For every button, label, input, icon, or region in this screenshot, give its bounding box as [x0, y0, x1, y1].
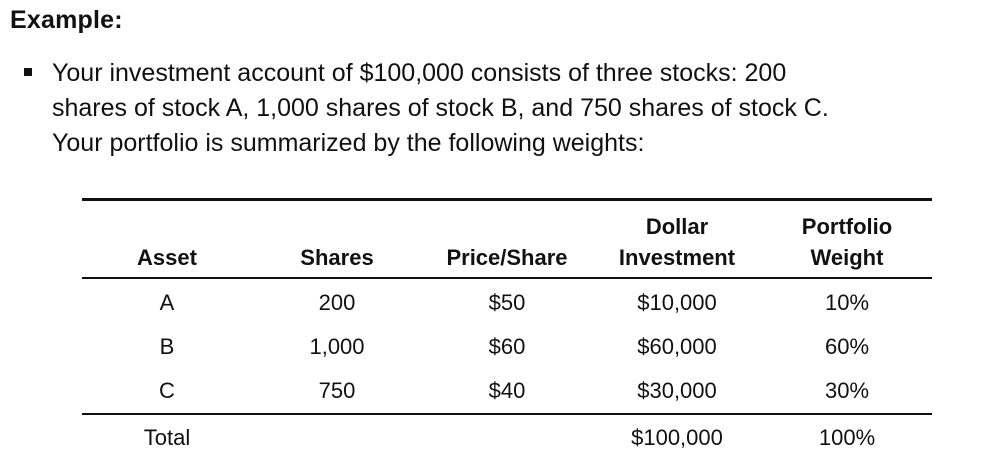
table-row: C 750 $40 $30,000 30% [82, 369, 932, 414]
cell-weight: 30% [824, 378, 870, 403]
header-shares: Shares [252, 198, 422, 279]
table-header-row: Asset Shares Price/Share Dollar Investme… [82, 198, 932, 279]
cell-total-shares [252, 413, 422, 461]
cell-price: $60 [488, 334, 526, 359]
cell-asset: A [159, 290, 175, 315]
table-row: A 200 $50 $10,000 10% [82, 278, 932, 325]
cell-shares: 1,000 [309, 334, 365, 359]
cell-asset: C [159, 378, 175, 403]
header-portfolio-weight: Portfolio Weight [762, 198, 932, 279]
cell-total-weight: 100% [762, 413, 932, 461]
cell-investment: $10,000 [637, 290, 717, 315]
header-price-per-share: Price/Share [422, 198, 592, 279]
cell-total-label: Total [82, 413, 252, 461]
header-investment-line1: Dollar [645, 214, 709, 239]
cell-shares: 750 [318, 378, 356, 403]
bullet-text: Your investment account of $100,000 cons… [52, 56, 982, 161]
cell-weight: 60% [824, 334, 870, 359]
header-dollar-investment: Dollar Investment [592, 198, 762, 279]
cell-weight: 10% [824, 290, 870, 315]
header-investment-line2: Investment [618, 245, 736, 270]
portfolio-weights-table: Asset Shares Price/Share Dollar Investme… [82, 198, 932, 461]
cell-investment: $60,000 [637, 334, 717, 359]
cell-price: $40 [488, 378, 526, 403]
header-asset: Asset [82, 198, 252, 279]
example-heading: Example: [10, 6, 123, 34]
square-bullet-icon [24, 68, 32, 76]
bullet-line-3: Your portfolio is summarized by the foll… [52, 129, 645, 157]
header-shares-line2: Shares [300, 245, 374, 270]
cell-shares: 200 [318, 290, 356, 315]
header-weight-line2: Weight [810, 245, 884, 270]
bullet-line-2: shares of stock A, 1,000 shares of stock… [52, 94, 829, 122]
cell-price: $50 [488, 290, 526, 315]
header-asset-line2: Asset [137, 245, 197, 270]
table-row: B 1,000 $60 $60,000 60% [82, 325, 932, 369]
header-weight-line1: Portfolio [801, 214, 893, 239]
table-total-row: Total $100,000 100% [82, 413, 932, 461]
cell-total-price [422, 413, 592, 461]
header-price-line2: Price/Share [446, 245, 568, 270]
cell-investment: $30,000 [637, 378, 717, 403]
bullet-line-1: Your investment account of $100,000 cons… [52, 59, 787, 87]
cell-total-investment: $100,000 [592, 413, 762, 461]
cell-asset: B [159, 334, 175, 359]
